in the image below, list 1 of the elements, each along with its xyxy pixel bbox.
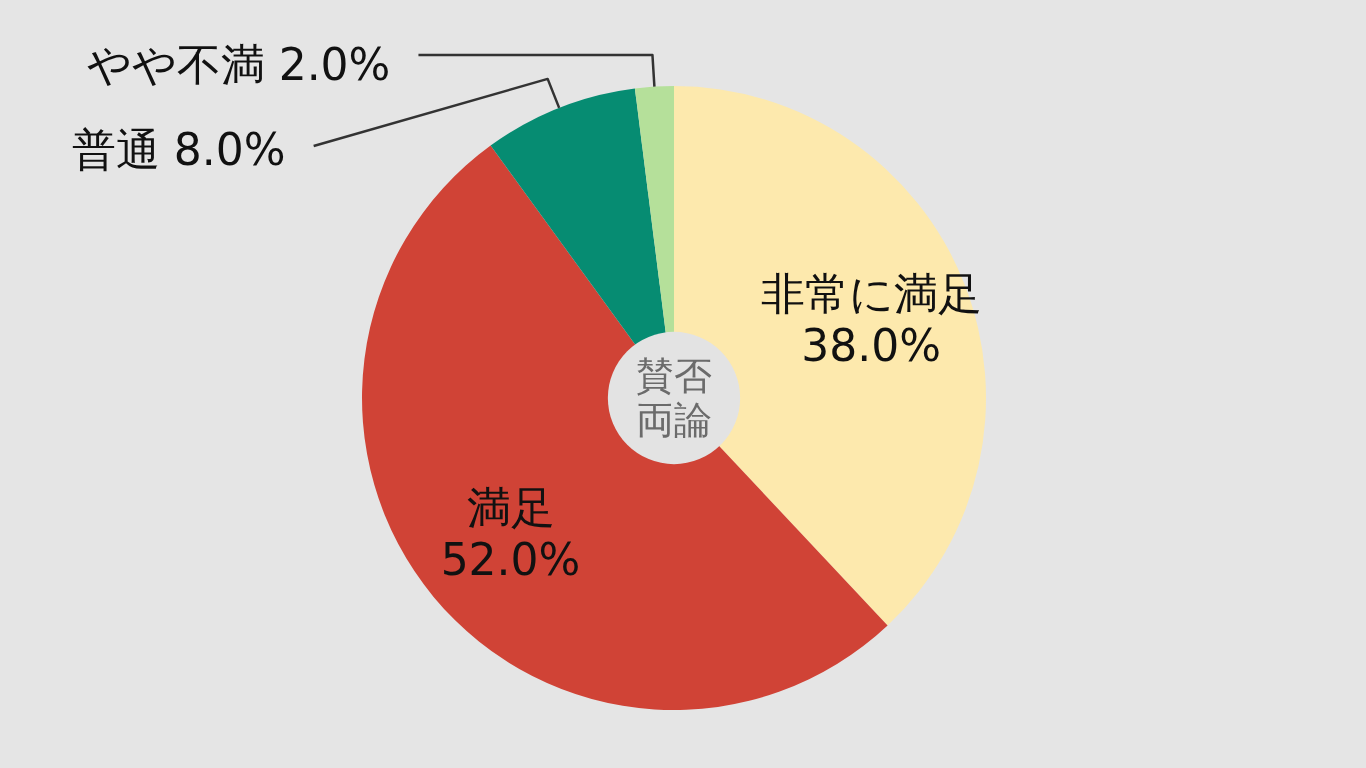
title: 賛否両論 — [636, 354, 712, 442]
